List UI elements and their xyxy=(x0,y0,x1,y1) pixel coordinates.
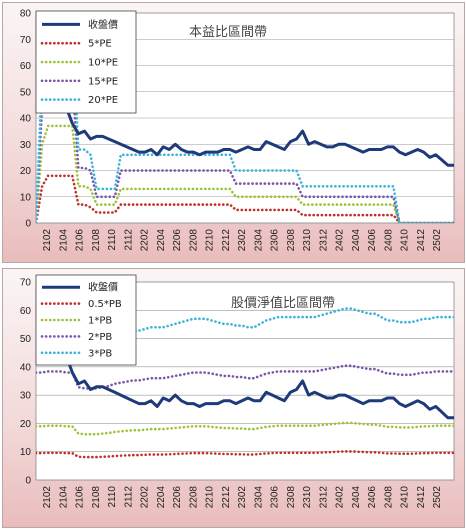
pe-legend-label-4: 20*PE xyxy=(88,95,118,106)
pb-x-tick-label: 2108 xyxy=(91,486,102,509)
pb-x-tick-label: 2204 xyxy=(156,486,167,509)
pe-x-tick-label: 2308 xyxy=(286,229,297,252)
pb-chart-title: 股價淨值比區間帶 xyxy=(231,295,335,311)
pb-x-tick-label: 2302 xyxy=(237,486,248,509)
pb-y-tick-label: 20 xyxy=(20,419,32,430)
pe-x-tick-label: 2406 xyxy=(367,229,378,252)
pe-band-chart-svg: 0 10 20 30 40 50 60 70 80 2102 2104 2106 2108 2110 211… xyxy=(20,9,455,252)
pe-legend-label-1: 5*PE xyxy=(88,39,112,50)
pe-x-tick-label: 2102 xyxy=(42,229,53,252)
pb-legend-label-4: 3*PB xyxy=(88,348,112,359)
pe-x-tick-label: 2104 xyxy=(58,229,69,252)
pe-legend-label-2: 10*PE xyxy=(88,58,118,69)
pe-x-tick-label: 2204 xyxy=(156,229,167,252)
pe-x-tick-label: 2412 xyxy=(416,229,427,252)
pb-x-tick-label: 2210 xyxy=(205,486,216,509)
pe-series-line-3 xyxy=(36,77,454,223)
pe-y-tick-label: 70 xyxy=(20,35,32,46)
pe-y-tick-label: 30 xyxy=(20,140,32,151)
pb-y-tick-label: 0 xyxy=(25,476,31,487)
pb-x-tick-label: 2110 xyxy=(107,486,118,508)
pe-y-tick-label: 60 xyxy=(20,61,32,72)
pb-x-tick-label: 2402 xyxy=(335,486,346,509)
pb-x-tick-label: 2202 xyxy=(140,486,151,509)
pb-y-tick-label: 10 xyxy=(20,447,32,458)
pb-band-chart-svg: 0 10 20 30 40 50 60 70 2102 2104 2106 2108 2110 2112 2… xyxy=(20,274,455,509)
pb-legend xyxy=(35,274,137,366)
pe-x-tick-label: 2210 xyxy=(205,229,216,252)
pe-x-tick-label: 2302 xyxy=(237,229,248,252)
pb-x-tick-label: 2310 xyxy=(302,486,313,509)
pb-x-tick-label: 2308 xyxy=(286,486,297,509)
pe-x-tick-label: 2202 xyxy=(140,229,151,252)
pe-series-line-1 xyxy=(36,174,454,223)
pb-x-tick-label: 2408 xyxy=(383,486,394,509)
pb-legend-label-0: 收盤價 xyxy=(88,281,118,294)
pe-x-tick-label: 2206 xyxy=(172,229,183,252)
pb-series-line-3 xyxy=(36,364,454,390)
pb-y-tick-label: 60 xyxy=(20,306,32,317)
pb-x-tick-label: 2410 xyxy=(400,486,411,509)
pe-y-tick-label: 40 xyxy=(20,114,32,125)
pe-x-tick-label: 2110 xyxy=(107,229,118,251)
pe-series-line-4 xyxy=(36,30,454,223)
pe-y-tick-label: 0 xyxy=(25,219,31,230)
pb-legend-label-1: 0.5*PB xyxy=(88,299,122,310)
pb-legend-label-3: 2*PB xyxy=(88,332,112,343)
pe-y-tick-label: 80 xyxy=(20,9,32,20)
pb-x-tick-label: 2112 xyxy=(123,486,134,508)
pe-y-tick-label: 50 xyxy=(20,87,32,98)
pb-y-tick-label: 30 xyxy=(20,391,32,402)
pb-x-tick-label: 2412 xyxy=(416,486,427,509)
pe-x-tick-label: 2408 xyxy=(383,229,394,252)
pb-x-tick-label: 2304 xyxy=(253,486,264,509)
pe-x-tick-label: 2502 xyxy=(432,229,443,252)
pe-x-tick-label: 2404 xyxy=(351,229,362,252)
pe-band-chart: 0 10 20 30 40 50 60 70 80 2102 2104 2106 2108 2110 211… xyxy=(2,2,465,263)
pe-x-tick-label: 2410 xyxy=(400,229,411,252)
pb-x-tick-label: 2312 xyxy=(318,486,329,509)
pe-chart-title: 本益比區間帶 xyxy=(189,25,267,40)
pe-y-tick-label: 10 xyxy=(20,192,32,203)
pb-series-line-2 xyxy=(36,421,454,436)
pe-x-tick-label: 2312 xyxy=(318,229,329,252)
pe-x-tick-label: 2310 xyxy=(302,229,313,252)
pb-y-tick-label: 50 xyxy=(20,334,32,345)
pe-x-tick-label: 2304 xyxy=(253,229,264,252)
pb-y-tick-label: 70 xyxy=(20,278,32,289)
pe-x-tick-label: 2108 xyxy=(91,229,102,252)
pb-x-tick-label: 2208 xyxy=(188,486,199,509)
pb-x-tick-label: 2306 xyxy=(270,486,281,509)
pb-x-tick-label: 2104 xyxy=(58,486,69,509)
pe-x-tick-label: 2208 xyxy=(188,229,199,252)
pb-legend-label-2: 1*PB xyxy=(88,316,112,327)
pe-x-tick-label: 2106 xyxy=(75,229,86,252)
pb-band-chart: 0 10 20 30 40 50 60 70 2102 2104 2106 2108 2110 2112 2… xyxy=(2,268,465,528)
pe-legend-label-0: 收盤價 xyxy=(88,18,118,31)
pb-x-tick-label: 2406 xyxy=(367,486,378,509)
pe-y-tick-label: 20 xyxy=(20,166,32,177)
pe-legend xyxy=(35,10,137,114)
pe-x-tick-label: 2402 xyxy=(335,229,346,252)
pb-x-tick-label: 2102 xyxy=(42,486,53,509)
pb-series-line-0 xyxy=(36,310,454,420)
pb-x-tick-label: 2404 xyxy=(351,486,362,509)
pe-series-line-2 xyxy=(36,124,454,223)
pb-x-tick-label: 2206 xyxy=(172,486,183,509)
pe-x-tick-label: 2112 xyxy=(123,229,134,251)
pb-y-tick-label: 40 xyxy=(20,362,32,373)
pe-series-line-0 xyxy=(36,65,454,167)
pe-x-tick-label: 2212 xyxy=(221,229,232,252)
pb-x-tick-label: 2212 xyxy=(221,486,232,509)
pb-x-tick-label: 2502 xyxy=(432,486,443,509)
pe-x-tick-label: 2306 xyxy=(270,229,281,252)
pb-x-tick-label: 2106 xyxy=(75,486,86,509)
pb-series-line-1 xyxy=(36,450,454,459)
pe-legend-label-3: 15*PE xyxy=(88,76,118,87)
